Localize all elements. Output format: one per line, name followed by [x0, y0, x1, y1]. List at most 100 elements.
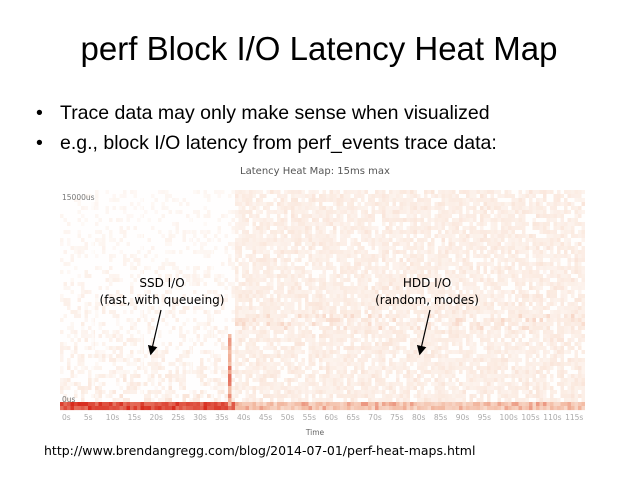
heatmap-cell: [301, 306, 306, 311]
heatmap-cell: [245, 254, 250, 259]
heatmap-cell: [137, 242, 141, 247]
heatmap-cell: [238, 290, 243, 295]
heatmap-cell: [203, 402, 208, 407]
heatmap-cell: [235, 306, 239, 311]
heatmap-cell: [228, 198, 232, 203]
heatmap-cell: [364, 398, 369, 403]
heatmap-cell: [112, 338, 117, 343]
heatmap-cell: [67, 226, 71, 231]
heatmap-cell: [350, 270, 355, 275]
heatmap-cell: [315, 222, 320, 227]
heatmap-cell: [116, 230, 120, 235]
heatmap-cell: [259, 302, 264, 307]
heatmap-cell: [291, 222, 295, 227]
heatmap-cell: [294, 382, 299, 387]
heatmap-cell: [175, 354, 180, 359]
heatmap-cell: [298, 222, 302, 227]
heatmap-cell: [172, 294, 176, 299]
heatmap-cell: [200, 326, 204, 331]
heatmap-cell: [98, 394, 103, 399]
heatmap-cell: [294, 270, 299, 275]
heatmap-cell: [109, 302, 113, 307]
heatmap-cell: [343, 330, 348, 335]
heatmap-cell: [144, 194, 148, 199]
heatmap-cell: [182, 290, 187, 295]
heatmap-cell: [88, 322, 92, 327]
heatmap-cell: [105, 342, 110, 347]
heatmap-cell: [329, 334, 334, 339]
heatmap-cell: [126, 310, 131, 315]
heatmap-cell: [291, 290, 295, 295]
heatmap-cell: [88, 374, 92, 379]
heatmap-cell: [333, 366, 337, 371]
heatmap-cell: [154, 194, 159, 199]
heatmap-cell: [214, 286, 218, 291]
heatmap-cell: [280, 302, 285, 307]
heatmap-cell: [151, 386, 155, 391]
heatmap-cell: [235, 366, 239, 371]
heatmap-cell: [182, 398, 187, 403]
heatmap-cell: [354, 358, 358, 363]
heatmap-cell: [217, 302, 222, 307]
heatmap-cell: [112, 350, 117, 355]
heatmap-cell: [179, 382, 183, 387]
heatmap-cell: [319, 318, 323, 323]
heatmap-cell: [343, 290, 348, 295]
heatmap-cell: [315, 334, 320, 339]
heatmap-cell: [270, 394, 274, 399]
heatmap-cell: [263, 266, 267, 271]
heatmap-cell: [151, 294, 155, 299]
heatmap-cell: [217, 402, 222, 407]
bullet-marker: •: [36, 132, 43, 154]
heatmap-cell: [126, 374, 131, 379]
heatmap-cell: [158, 222, 162, 227]
heatmap-cell: [294, 350, 299, 355]
heatmap-cell: [347, 346, 351, 351]
heatmap-cell: [112, 346, 117, 351]
heatmap-cell: [70, 310, 75, 315]
heatmap-cell: [287, 266, 292, 271]
heatmap-cell: [347, 398, 351, 403]
heatmap-cell: [319, 202, 323, 207]
heatmap-cell: [130, 350, 134, 355]
heatmap-cell: [375, 310, 379, 315]
heatmap-cell: [273, 374, 278, 379]
heatmap-cell: [280, 310, 285, 315]
heatmap-cell: [67, 366, 71, 371]
heatmap-cell: [294, 266, 299, 271]
heatmap-cell: [312, 402, 316, 407]
heatmap-cell: [277, 318, 281, 323]
heatmap-cell: [343, 354, 348, 359]
heatmap-cell: [102, 194, 106, 199]
heatmap-cell: [308, 386, 313, 391]
heatmap-cell: [168, 390, 173, 395]
heatmap-cell: [273, 394, 278, 399]
heatmap-cell: [284, 378, 288, 383]
heatmap-cell: [67, 202, 71, 207]
heatmap-cell: [256, 214, 260, 219]
heatmap-cell: [95, 226, 99, 231]
heatmap-cell: [301, 298, 306, 303]
heatmap-cell: [147, 306, 152, 311]
heatmap-cell: [172, 226, 176, 231]
heatmap-cell: [266, 214, 271, 219]
heatmap-cell: [126, 358, 131, 363]
heatmap-cell: [326, 274, 330, 279]
heatmap-cell: [165, 306, 169, 311]
heatmap-cell: [112, 382, 117, 387]
heatmap-cell: [186, 402, 190, 407]
heatmap-cell: [347, 222, 351, 227]
heatmap-cell: [291, 382, 295, 387]
heatmap-cell: [119, 334, 124, 339]
heatmap-cell: [158, 254, 162, 259]
heatmap-cell: [126, 382, 131, 387]
heatmap-cell: [200, 302, 204, 307]
heatmap-cell: [165, 398, 169, 403]
heatmap-cell: [105, 310, 110, 315]
heatmap-cell: [245, 346, 250, 351]
heatmap-cell: [63, 294, 68, 299]
heatmap-cell: [109, 202, 113, 207]
heatmap-cell: [74, 366, 78, 371]
heatmap-cell: [347, 246, 351, 251]
heatmap-cell: [182, 242, 187, 247]
